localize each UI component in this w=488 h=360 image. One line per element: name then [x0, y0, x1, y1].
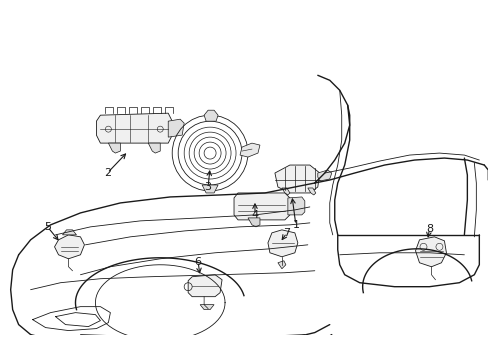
- Polygon shape: [202, 185, 218, 193]
- Polygon shape: [287, 197, 304, 215]
- Text: 2: 2: [103, 168, 111, 178]
- Polygon shape: [62, 230, 76, 235]
- Polygon shape: [200, 305, 214, 310]
- Polygon shape: [317, 170, 331, 181]
- Polygon shape: [188, 275, 222, 297]
- Polygon shape: [267, 230, 297, 257]
- Polygon shape: [240, 143, 260, 157]
- Text: 7: 7: [283, 228, 290, 238]
- Text: 3: 3: [204, 182, 211, 192]
- Polygon shape: [234, 193, 289, 220]
- Polygon shape: [96, 113, 172, 143]
- Polygon shape: [307, 188, 315, 195]
- Polygon shape: [148, 143, 160, 153]
- Polygon shape: [247, 218, 260, 227]
- Text: 1: 1: [292, 220, 299, 230]
- Polygon shape: [277, 261, 285, 269]
- Polygon shape: [168, 119, 184, 137]
- Polygon shape: [281, 188, 289, 195]
- Polygon shape: [55, 235, 84, 259]
- Text: 4: 4: [251, 210, 258, 220]
- Text: 8: 8: [425, 224, 432, 234]
- Polygon shape: [274, 165, 319, 193]
- Text: 6: 6: [194, 257, 201, 267]
- Polygon shape: [415, 237, 446, 267]
- Polygon shape: [108, 143, 120, 153]
- Polygon shape: [203, 110, 218, 121]
- Text: 5: 5: [44, 222, 51, 232]
